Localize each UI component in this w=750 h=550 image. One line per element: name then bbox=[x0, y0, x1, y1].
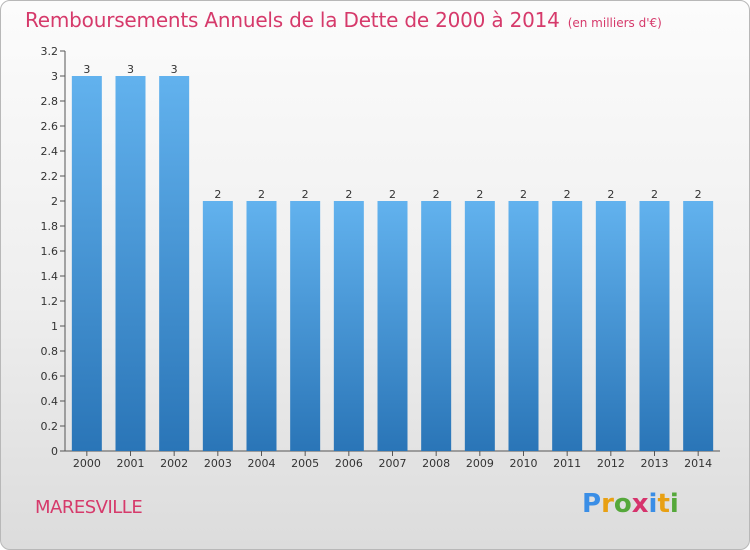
y-tick-label: 2.2 bbox=[41, 170, 59, 183]
x-tick-label: 2002 bbox=[160, 457, 188, 470]
y-tick-label: 1.6 bbox=[41, 245, 59, 258]
bar-value-label: 2 bbox=[433, 188, 440, 201]
logo-letter: o bbox=[613, 489, 632, 519]
bar-value-label: 2 bbox=[389, 188, 396, 201]
bar-2012 bbox=[595, 201, 626, 451]
x-tick-label: 2007 bbox=[379, 457, 407, 470]
logo-letter: i bbox=[648, 489, 658, 519]
bar-value-label: 2 bbox=[520, 188, 527, 201]
y-tick-label: 0.6 bbox=[41, 370, 59, 383]
bar-value-label: 2 bbox=[345, 188, 352, 201]
y-tick-label: 2 bbox=[51, 195, 58, 208]
y-tick-label: 3.2 bbox=[41, 45, 59, 58]
bar-value-label: 2 bbox=[695, 188, 702, 201]
unit-label: (en milliers d'€) bbox=[567, 16, 662, 30]
bar-value-label: 2 bbox=[302, 188, 309, 201]
x-axis: 2000 2001 2002 2003 2004 2005 2006 2007 2008 2009… bbox=[65, 450, 720, 470]
x-tick-label: 2005 bbox=[291, 457, 319, 470]
bar-value-label: 3 bbox=[83, 63, 90, 76]
bar-value-label: 2 bbox=[214, 188, 221, 201]
bar-value-label: 2 bbox=[564, 188, 571, 201]
logo-letter: t bbox=[657, 489, 670, 519]
y-tick-label: 0.8 bbox=[41, 345, 59, 358]
y-tick-label: 0 bbox=[51, 445, 58, 458]
y-tick-label: 1 bbox=[51, 320, 58, 333]
y-axis: 0 0.2 0.4 0.6 0.8 1 1.2 1.4 1.6 1.8 2 2.2 2.4 2.6 2.8 3… bbox=[41, 45, 66, 458]
x-tick-label: 2004 bbox=[248, 457, 276, 470]
x-tick-label: 2000 bbox=[73, 457, 101, 470]
bar-2007 bbox=[377, 201, 408, 451]
bar-value-label: 2 bbox=[476, 188, 483, 201]
chart-title-text: Remboursements Annuels de la Dette de 20… bbox=[25, 8, 560, 32]
y-tick-label: 2.4 bbox=[41, 145, 59, 158]
y-tick-label: 0.2 bbox=[41, 420, 59, 433]
x-tick-label: 2014 bbox=[684, 457, 712, 470]
bar-2006 bbox=[333, 201, 364, 451]
x-tick-label: 2010 bbox=[510, 457, 538, 470]
y-tick-label: 2.8 bbox=[41, 95, 59, 108]
bar-value-label: 2 bbox=[607, 188, 614, 201]
x-tick-label: 2012 bbox=[597, 457, 625, 470]
chart-title: Remboursements Annuels de la Dette de 20… bbox=[25, 8, 662, 32]
y-tick-label: 1.8 bbox=[41, 220, 59, 233]
logo-letter: r bbox=[601, 489, 614, 519]
x-tick-label: 2011 bbox=[553, 457, 581, 470]
bar-2003 bbox=[202, 201, 233, 451]
x-tick-label: 2008 bbox=[422, 457, 450, 470]
x-tick-label: 2003 bbox=[204, 457, 232, 470]
bar-2011 bbox=[552, 201, 583, 451]
bar-2009 bbox=[464, 201, 495, 451]
x-tick-label: 2001 bbox=[117, 457, 145, 470]
proxiti-logo: Proxiti bbox=[582, 489, 679, 519]
bar-2001 bbox=[115, 76, 146, 451]
bar-2002 bbox=[159, 76, 190, 451]
bar-2000 bbox=[71, 76, 102, 451]
logo-letter: P bbox=[582, 489, 602, 519]
bar-value-label: 2 bbox=[258, 188, 265, 201]
bar-value-label: 3 bbox=[127, 63, 134, 76]
bars: 3 3 3 2 2 2 2 2 2 2 2 2 2 2 2 bbox=[71, 63, 714, 451]
logo-letter: i bbox=[669, 489, 679, 519]
y-tick-label: 1.2 bbox=[41, 295, 59, 308]
x-tick-label: 2009 bbox=[466, 457, 494, 470]
bar-value-label: 3 bbox=[171, 63, 178, 76]
y-tick-label: 3 bbox=[51, 70, 58, 83]
y-tick-label: 2.6 bbox=[41, 120, 59, 133]
y-tick-label: 1.4 bbox=[41, 270, 59, 283]
x-tick-label: 2006 bbox=[335, 457, 363, 470]
bar-2008 bbox=[421, 201, 452, 451]
bar-value-label: 2 bbox=[651, 188, 658, 201]
bar-2010 bbox=[508, 201, 539, 451]
x-tick-label: 2013 bbox=[641, 457, 669, 470]
bar-2014 bbox=[683, 201, 714, 451]
bar-2013 bbox=[639, 201, 670, 451]
y-tick-label: 0.4 bbox=[41, 395, 59, 408]
bar-2004 bbox=[246, 201, 277, 451]
logo-letter: x bbox=[631, 489, 649, 519]
commune-name: MARESVILLE bbox=[35, 497, 143, 518]
bar-2005 bbox=[290, 201, 321, 451]
